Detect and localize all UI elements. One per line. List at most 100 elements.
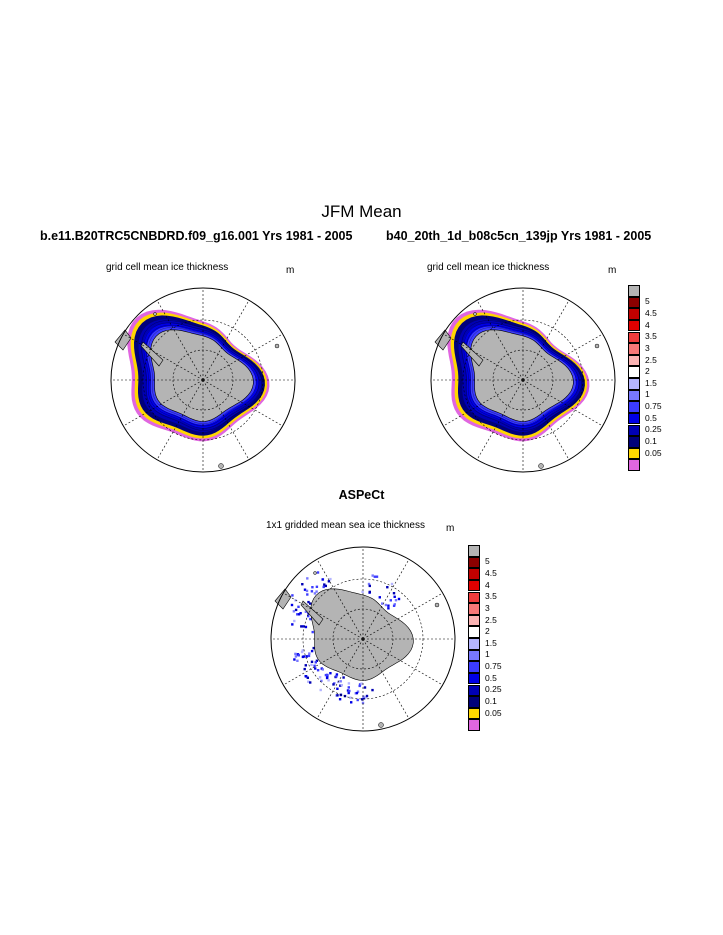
obs-cell bbox=[394, 599, 398, 602]
ice-contour-line-1 bbox=[465, 324, 580, 427]
obs-cell bbox=[303, 667, 306, 671]
bottom-units: m bbox=[446, 523, 455, 534]
meridian-line bbox=[443, 333, 524, 381]
obs-cell bbox=[371, 688, 374, 692]
meridian-line bbox=[476, 379, 524, 460]
right-colorbar: 5 4.5 4 3.5 3 2.5 2 1.5 1 0.75 0.5 0.25 0.1 0.05 bbox=[628, 285, 688, 471]
colorbar-box bbox=[628, 436, 640, 448]
obs-cell bbox=[381, 602, 384, 605]
island bbox=[153, 312, 157, 316]
left-case-title: b.e11.B20TRC5CNBDRD.f09_g16.001 Yrs 1981… bbox=[40, 229, 353, 243]
colorbar-box bbox=[628, 424, 640, 437]
obs-cell bbox=[346, 689, 350, 692]
colorbar-box bbox=[628, 331, 640, 344]
obs-cell bbox=[305, 589, 309, 593]
meridian-line bbox=[522, 333, 603, 381]
colorbar-label: 5 bbox=[645, 296, 650, 307]
obs-cell bbox=[306, 577, 309, 580]
obs-cell bbox=[323, 583, 326, 586]
obs-cell bbox=[310, 663, 313, 666]
obs-cell bbox=[301, 655, 305, 659]
figure-title: JFM Mean bbox=[321, 202, 402, 221]
obs-cell bbox=[307, 614, 310, 618]
obs-cell bbox=[327, 580, 331, 583]
obs-cell bbox=[342, 676, 345, 679]
bottom-subtitle: 1x1 gridded mean sea ice thickness bbox=[266, 520, 425, 531]
obs-cell bbox=[368, 584, 371, 588]
obs-cell bbox=[297, 654, 300, 657]
meridian-line bbox=[316, 638, 364, 719]
obs-cell bbox=[378, 596, 381, 599]
obs-cell bbox=[310, 590, 314, 593]
colorbar-box bbox=[468, 545, 480, 557]
meridian-line bbox=[156, 300, 204, 381]
obs-cell bbox=[332, 683, 335, 686]
obs-cell bbox=[300, 625, 303, 628]
map-boundary bbox=[270, 546, 456, 732]
meridian-line bbox=[156, 379, 204, 460]
obs-cell bbox=[299, 612, 302, 615]
colorbar-label: 4.5 bbox=[645, 308, 657, 319]
obs-cell bbox=[315, 590, 318, 593]
obs-cell bbox=[306, 676, 309, 679]
south-america-tip bbox=[274, 588, 292, 610]
ice-contour-line-3 bbox=[461, 320, 585, 431]
colorbar-label: 1 bbox=[485, 649, 490, 660]
bottom-polar-map bbox=[270, 546, 456, 732]
colorbar-box bbox=[468, 568, 480, 580]
antarctica-landmass bbox=[470, 329, 574, 422]
obs-cell bbox=[363, 686, 367, 689]
obs-cell bbox=[318, 676, 322, 679]
obs-cell bbox=[290, 603, 294, 607]
obs-cell bbox=[301, 649, 304, 652]
colorbar-label: 1 bbox=[645, 389, 650, 400]
island bbox=[218, 463, 224, 469]
obs-cell bbox=[315, 585, 319, 588]
meridian-line bbox=[522, 379, 570, 460]
obs-cell bbox=[291, 594, 294, 597]
meridian-line bbox=[123, 379, 204, 427]
obs-cell bbox=[309, 602, 312, 605]
obs-cell bbox=[348, 689, 351, 693]
meridian-line bbox=[283, 638, 364, 686]
obs-cell bbox=[368, 590, 371, 594]
colorbar-label: 3 bbox=[485, 602, 490, 613]
ice-contour-line-2 bbox=[143, 322, 262, 429]
obs-cell bbox=[292, 610, 296, 613]
obs-cell bbox=[358, 684, 361, 688]
island bbox=[313, 571, 317, 575]
obs-cell bbox=[371, 574, 374, 577]
obs-cell bbox=[320, 679, 323, 683]
obs-cell bbox=[307, 600, 310, 604]
colorbar-label: 2 bbox=[645, 366, 650, 377]
obs-cell bbox=[361, 590, 364, 593]
obs-cell bbox=[313, 592, 317, 595]
bottom-colorbar: 5 4.5 4 3.5 3 2.5 2 1.5 1 0.75 0.5 0.25 0.1 0.05 bbox=[468, 545, 528, 731]
colorbar-label: 3 bbox=[645, 342, 650, 353]
colorbar-label: 0.75 bbox=[645, 401, 662, 412]
obs-cell bbox=[315, 659, 319, 662]
meridian-line bbox=[362, 638, 410, 719]
obs-cell bbox=[361, 701, 365, 705]
obs-cell bbox=[364, 696, 368, 699]
colorbar-box bbox=[468, 661, 480, 673]
meridian-line bbox=[362, 592, 443, 640]
colorbar-label: 4.5 bbox=[485, 568, 497, 579]
colorbar-box bbox=[468, 672, 480, 685]
right-case-title: b40_20th_1d_b08c5cn_139jp Yrs 1981 - 200… bbox=[386, 229, 652, 243]
obs-cell bbox=[322, 585, 325, 589]
colorbar-label: 0.25 bbox=[645, 424, 662, 435]
obs-cell bbox=[375, 575, 379, 578]
obs-cell bbox=[393, 603, 396, 606]
colorbar-label: 5 bbox=[485, 556, 490, 567]
obs-cell bbox=[387, 604, 390, 607]
meridian-line bbox=[202, 379, 250, 460]
obs-cell bbox=[340, 684, 343, 687]
obs-cell bbox=[326, 674, 329, 677]
obs-cell bbox=[314, 667, 317, 670]
obs-cell bbox=[387, 607, 390, 610]
obs-cell bbox=[356, 698, 359, 702]
obs-cell bbox=[316, 669, 320, 672]
colorbar-box bbox=[468, 591, 480, 604]
aspect-title: ASPeCt bbox=[338, 488, 385, 502]
